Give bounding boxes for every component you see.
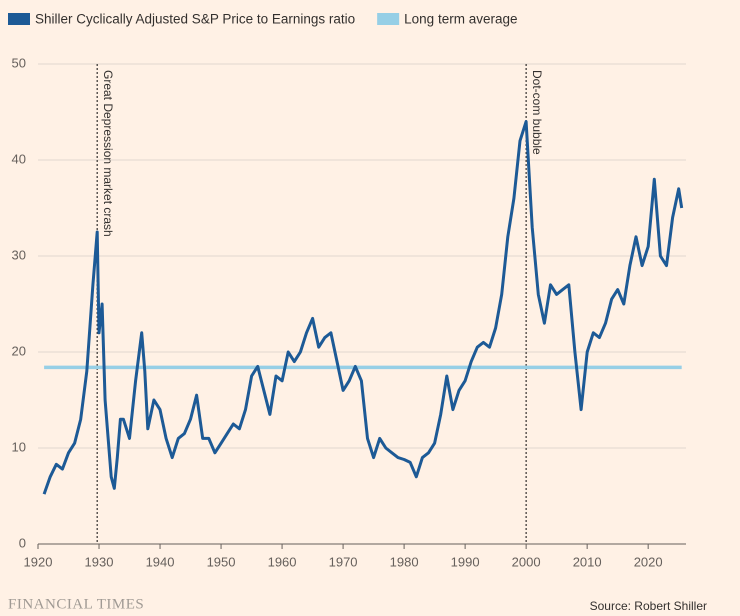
legend-label: Long term average [404,12,517,27]
annotation-label: Great Depression market crash [101,70,115,237]
x-tick-label: 1990 [451,554,480,569]
x-tick-label: 1930 [85,554,114,569]
annotation-label: Dot-com bubble [530,70,544,155]
y-tick-label: 30 [12,247,26,262]
x-tick-label: 2010 [573,554,602,569]
series-line [42,120,684,495]
x-tick-label: 1940 [146,554,175,569]
y-tick-label: 0 [19,535,26,550]
legend-label: Shiller Cyclically Adjusted S&P Price to… [35,12,355,27]
brand: FINANCIAL TIMES [8,596,144,612]
x-tick-label: 1980 [390,554,419,569]
x-tick-label: 1920 [24,554,53,569]
y-tick-label: 10 [12,439,26,454]
x-tick-label: 1960 [268,554,297,569]
x-tick-label: 1970 [329,554,358,569]
legend-swatch [377,13,400,25]
x-tick-label: 2000 [512,554,541,569]
y-tick-label: 40 [12,151,26,166]
legend-swatch [8,13,30,25]
x-tick-label: 1950 [207,554,236,569]
source: Source: Robert Shiller [590,599,707,613]
x-tick-label: 2020 [634,554,663,569]
y-tick-label: 50 [12,55,26,70]
y-tick-label: 20 [12,343,26,358]
